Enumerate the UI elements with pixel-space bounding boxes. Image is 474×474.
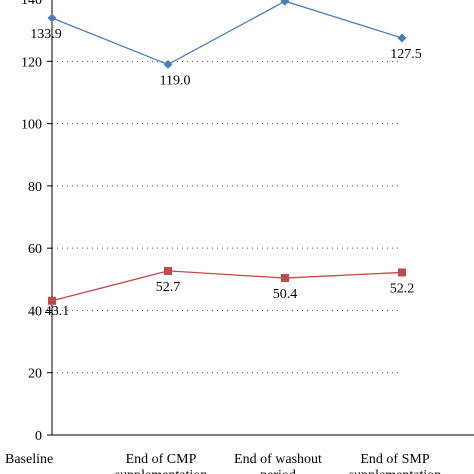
series-1-point xyxy=(163,59,173,69)
y-tick-label: 80 xyxy=(28,180,42,195)
series-2-data-label: 43.1 xyxy=(45,304,70,319)
series-2-point xyxy=(164,266,172,275)
series-1-point xyxy=(397,33,407,43)
series-line-2 xyxy=(51,270,403,302)
series-1-point xyxy=(47,13,57,23)
y-tick-label: 40 xyxy=(28,304,42,319)
y-tick-label: 140 xyxy=(21,0,42,8)
series-2-point xyxy=(281,274,289,283)
x-category-label: End of CMPsupplementation xyxy=(115,452,208,474)
gridlines xyxy=(52,60,402,374)
series-2-point xyxy=(398,268,406,277)
y-tick-label: 20 xyxy=(28,367,42,382)
series-2-data-label: 52.7 xyxy=(156,280,181,295)
series-1-point xyxy=(280,0,290,6)
axes xyxy=(51,0,474,436)
series-1-data-label: 119.0 xyxy=(160,73,191,88)
series-1-data-label: 127.5 xyxy=(390,47,422,62)
series-group xyxy=(47,0,407,305)
x-axis-ticks: Baseline End of CMPsupplementation End of … xyxy=(5,452,441,474)
series-1-data-label: 133.9 xyxy=(30,27,62,42)
series-line-1 xyxy=(51,0,403,66)
x-category-label: End of SMPsupplementation xyxy=(349,452,442,474)
y-tick-label: 0 xyxy=(35,429,42,444)
y-tick-label: 100 xyxy=(21,118,42,133)
y-axis-ticks: 0 20 40 60 80 100 120 140 xyxy=(21,0,52,444)
series-2-data-label: 50.4 xyxy=(273,287,298,302)
x-category-label: Baseline xyxy=(5,452,53,467)
y-tick-label: 60 xyxy=(28,242,42,257)
x-category-label: End of washoutperiod xyxy=(234,452,322,474)
y-tick-label: 120 xyxy=(21,55,42,70)
series-2-data-label: 52.2 xyxy=(390,281,415,296)
series-2-point xyxy=(48,296,56,305)
